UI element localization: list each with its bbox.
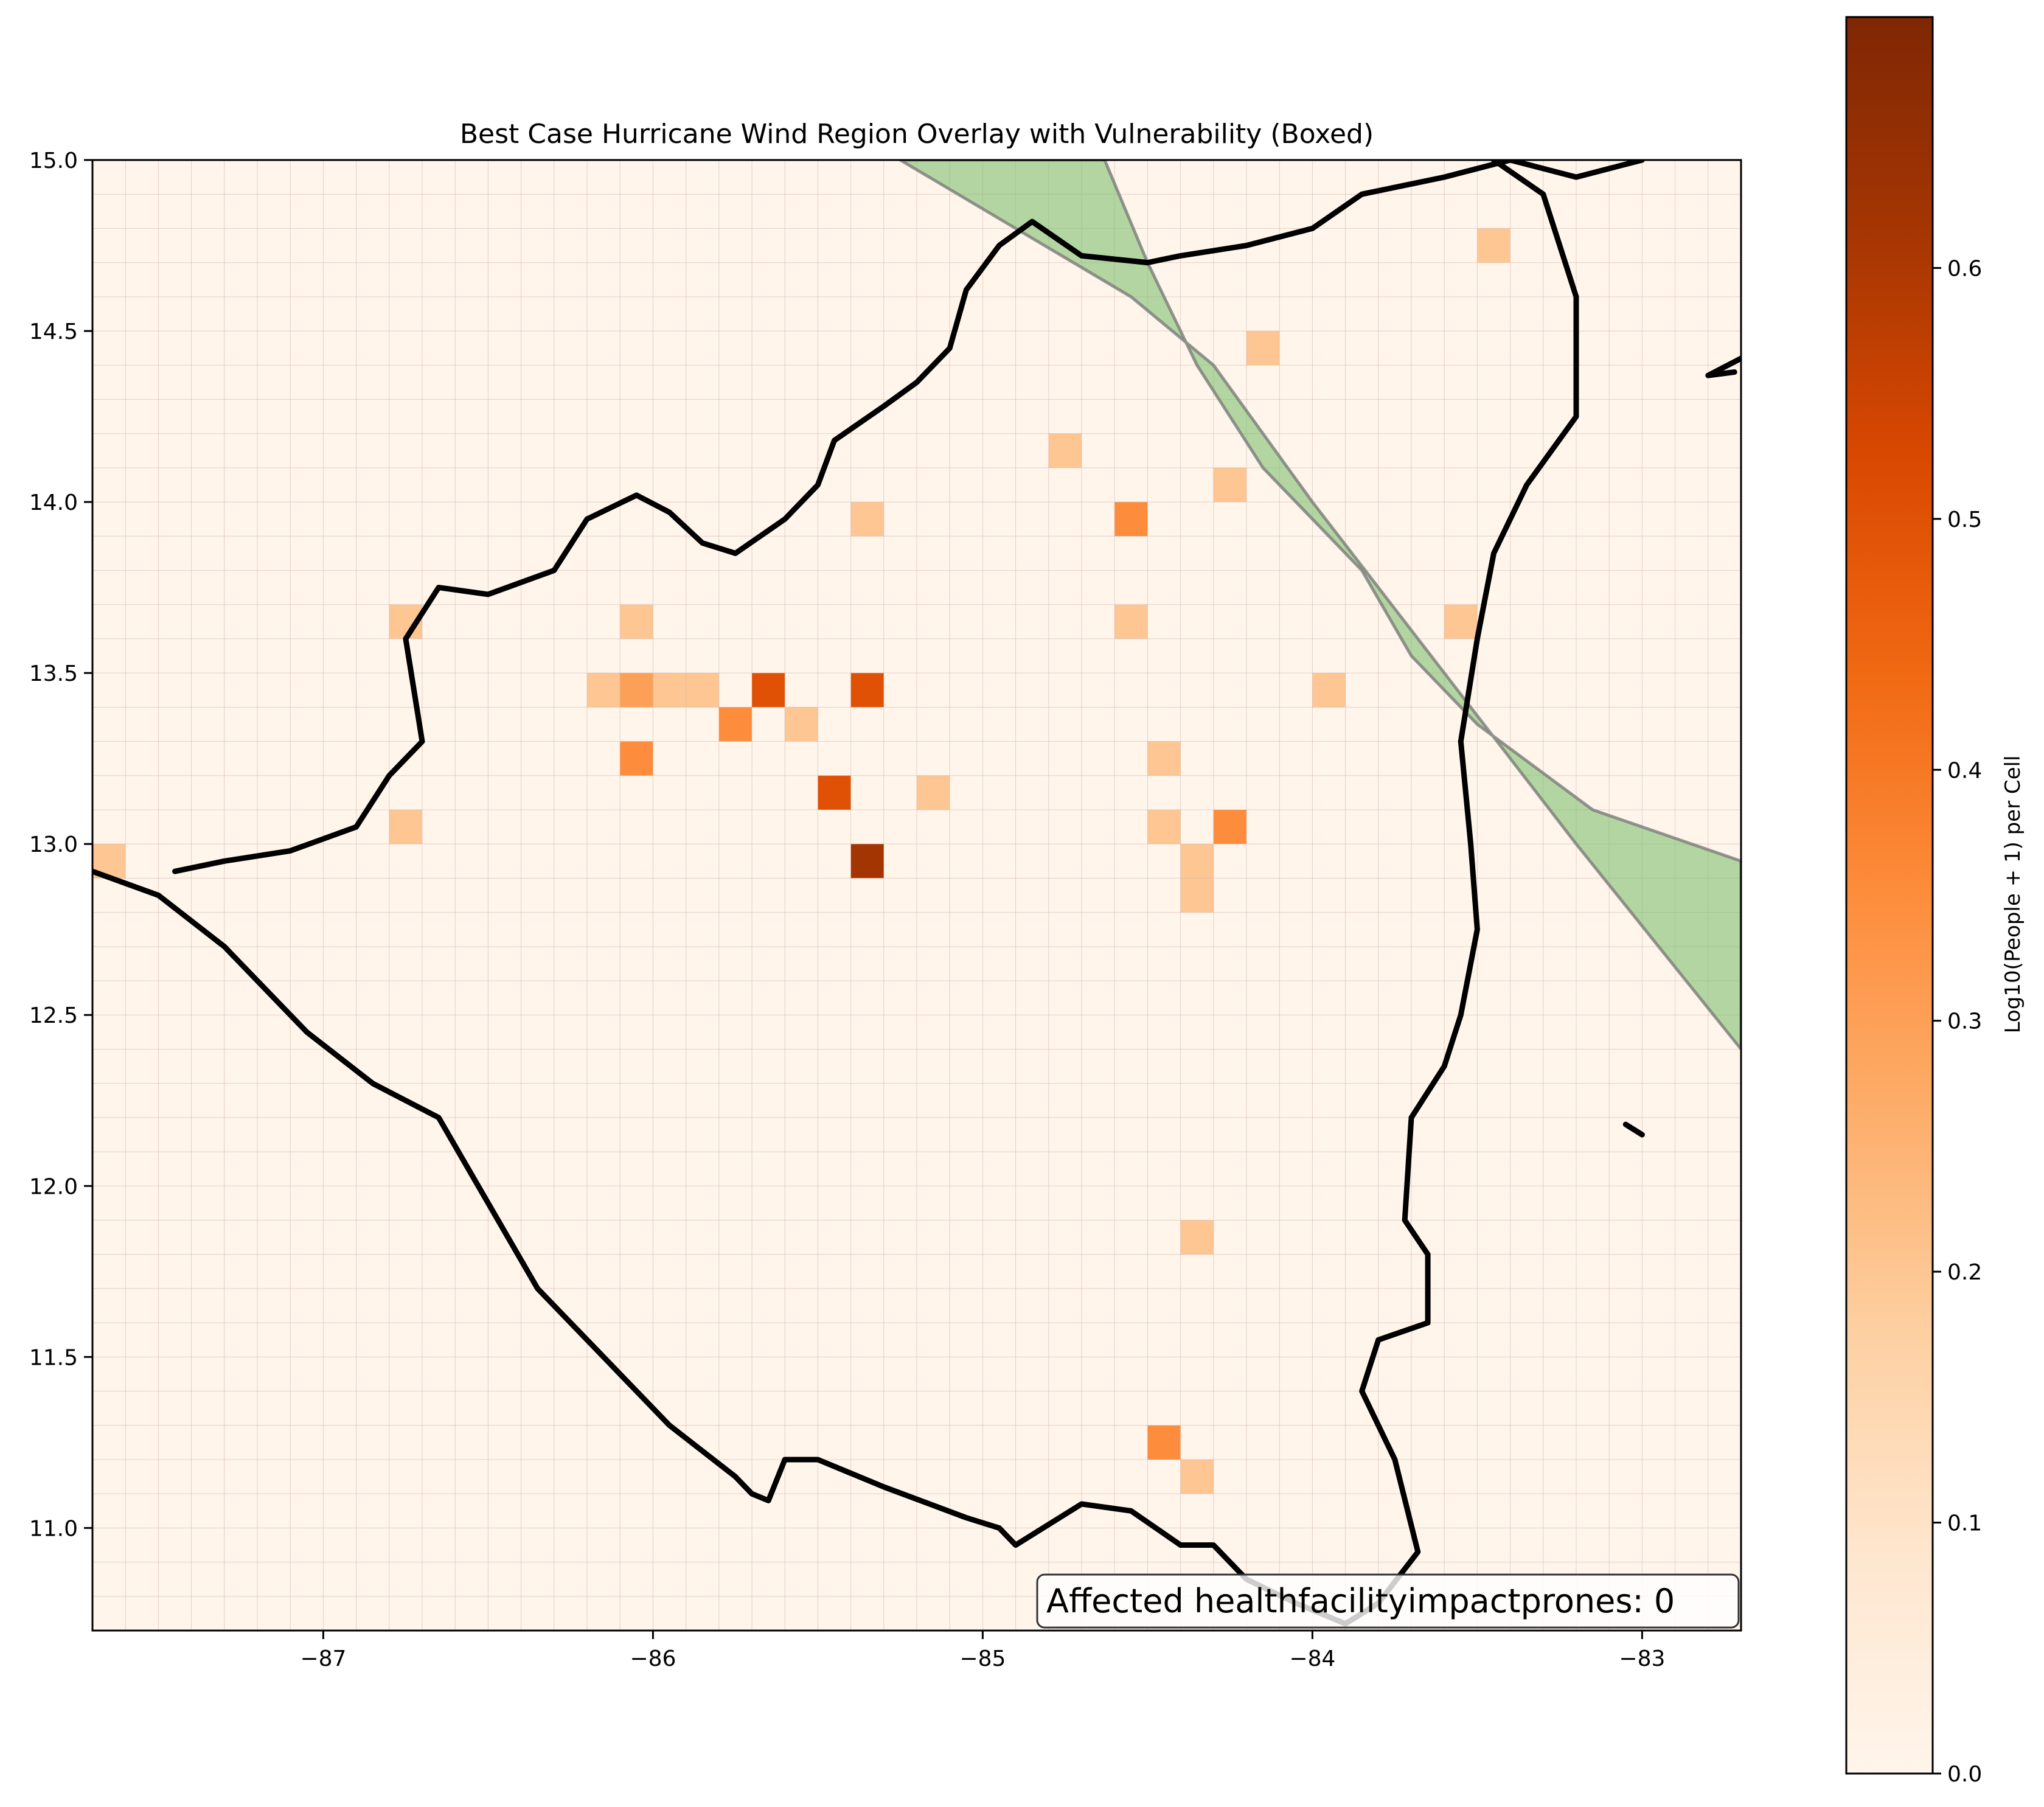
vulnerability-cell <box>1114 604 1148 639</box>
vulnerability-cell <box>917 775 950 810</box>
vulnerability-cell <box>718 707 752 742</box>
y-tick-label: 12.5 <box>29 1003 78 1028</box>
annotation-frame <box>1036 1573 1740 1629</box>
vulnerability-cell <box>850 673 884 708</box>
colorbar-ticks: 0.0 0.1 0.2 0.3 0.4 0.5 0.6 <box>1933 256 1982 1787</box>
colorbar-tick-label: 0.0 <box>1947 1762 1982 1787</box>
x-tick-label: −84 <box>1289 1646 1335 1671</box>
map-plot: −87 −86 −85 −84 −83 11.0 11.5 12.0 12.5 13.0 13.5… <box>29 148 1742 1671</box>
y-tick-label: 11.5 <box>29 1345 78 1370</box>
x-tick-label: −87 <box>300 1646 346 1671</box>
vulnerability-cell <box>1312 673 1346 708</box>
plot-frame <box>91 159 1742 1632</box>
colorbar-tick-label: 0.2 <box>1947 1260 1982 1285</box>
annotation-box: Affected healthfacilityimpactprones: 0 <box>1036 1573 1740 1629</box>
vulnerability-cell <box>1180 844 1214 879</box>
y-axis-ticks: 11.0 11.5 12.0 12.5 13.0 13.5 14.0 14.5 15.0 <box>29 148 92 1541</box>
vulnerability-cell <box>1180 1220 1214 1255</box>
vulnerability-cell <box>1180 878 1214 913</box>
colorbar-tick-label: 0.4 <box>1947 758 1982 783</box>
y-tick-label: 15.0 <box>29 148 78 173</box>
x-tick-label: −83 <box>1619 1646 1665 1671</box>
vulnerability-cell <box>1477 228 1510 263</box>
vulnerability-cell <box>1246 331 1280 366</box>
vulnerability-cell <box>620 741 653 776</box>
coastline-path <box>172 160 1645 874</box>
vulnerability-cell <box>1048 433 1082 468</box>
vulnerability-cells <box>92 228 1510 1494</box>
colorbar-tick-label: 0.5 <box>1947 507 1982 532</box>
vulnerability-cell <box>389 809 422 844</box>
colorbar-label: Log10(People + 1) per Cell <box>2001 756 2025 1034</box>
vulnerability-cell <box>818 775 851 810</box>
vulnerability-cell <box>752 673 785 708</box>
y-tick-label: 14.5 <box>29 319 78 344</box>
vulnerability-cell <box>1147 809 1181 844</box>
vulnerability-cell <box>1213 809 1246 844</box>
vulnerability-cell <box>850 844 884 879</box>
x-axis-ticks: −87 −86 −85 −84 −83 <box>300 1631 1665 1671</box>
vulnerability-cell <box>1444 604 1478 639</box>
colorbar-tick-label: 0.1 <box>1947 1511 1982 1536</box>
colorbar: 0.0 0.1 0.2 0.3 0.4 0.5 0.6 Log10(People + 1) … <box>1845 16 2025 1787</box>
vulnerability-cell <box>1213 467 1246 503</box>
x-tick-label: −85 <box>959 1646 1006 1671</box>
coastline-path <box>1705 355 1741 378</box>
vulnerability-cell <box>620 673 653 708</box>
x-tick-label: −86 <box>630 1646 676 1671</box>
vulnerability-cell <box>1114 502 1148 537</box>
vulnerability-cell <box>785 707 818 742</box>
vulnerability-cell <box>850 502 884 537</box>
colorbar-tick-label: 0.6 <box>1947 256 1982 281</box>
vulnerability-cell <box>1180 1459 1214 1494</box>
vulnerability-cell <box>686 673 719 708</box>
y-tick-label: 12.0 <box>29 1174 78 1199</box>
colorbar-tick-label: 0.3 <box>1947 1009 1982 1034</box>
vulnerability-cell <box>587 673 620 708</box>
colorbar-bar <box>1845 16 1934 1775</box>
hurricane-wind-region <box>897 160 1741 1052</box>
y-tick-label: 14.0 <box>29 490 78 515</box>
vulnerability-cell <box>1147 741 1181 776</box>
y-tick-label: 13.0 <box>29 832 78 857</box>
wind-region-polygon <box>897 160 1741 1052</box>
vulnerability-cell <box>620 604 653 639</box>
vulnerability-cell <box>653 673 686 708</box>
chart-title: Best Case Hurricane Wind Region Overlay … <box>460 119 1374 150</box>
y-tick-label: 11.0 <box>29 1516 78 1541</box>
y-tick-label: 13.5 <box>29 661 78 686</box>
coastline-path <box>1622 1121 1645 1138</box>
annotation-text: Affected healthfacilityimpactprones: 0 <box>1046 1582 1675 1620</box>
vulnerability-cell <box>1147 1425 1181 1460</box>
